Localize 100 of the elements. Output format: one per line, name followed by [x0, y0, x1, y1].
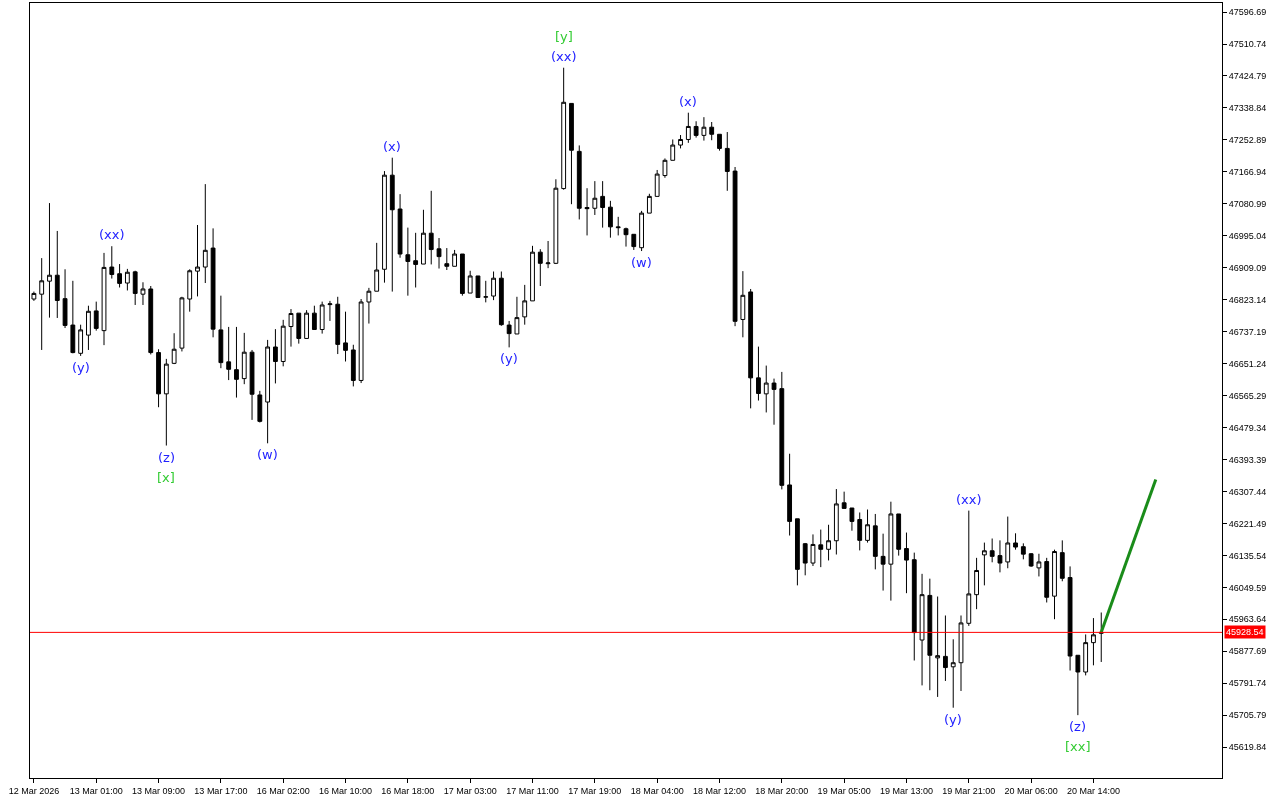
candlestick: [226, 326, 232, 381]
candlestick: [54, 230, 60, 319]
candlestick: [943, 614, 948, 682]
candlestick: [1005, 516, 1011, 569]
candlestick: [724, 131, 730, 192]
candlestick: [615, 216, 621, 236]
candlestick: [39, 257, 45, 351]
candlestick: [880, 533, 886, 592]
y-tick-label: 45791.74: [1228, 678, 1267, 689]
y-tick-label: 46737.19: [1228, 326, 1267, 337]
candlestick: [787, 453, 793, 537]
candlestick: [265, 339, 271, 444]
candlestick: [483, 280, 489, 303]
candlestick: [187, 268, 193, 313]
candlestick: [584, 187, 590, 236]
candlestick: [919, 573, 925, 686]
annotation: (x): [679, 94, 697, 109]
candlestick: [86, 305, 91, 351]
candlestick: [304, 309, 309, 339]
annotation: (w): [257, 447, 278, 462]
candlestick: [280, 319, 286, 367]
y-tick-label: 46393.39: [1228, 454, 1267, 465]
candlestick: [491, 271, 496, 301]
candlestick: [756, 346, 761, 402]
x-tick-label: 18 Mar 12:00: [692, 785, 747, 796]
candlestick: [428, 190, 434, 265]
y-tick-label: 45877.69: [1228, 646, 1267, 657]
candlestick: [530, 245, 535, 302]
candlestick: [678, 134, 683, 149]
candlestick: [311, 305, 317, 331]
candlestick: [62, 268, 68, 329]
candlestick: [444, 247, 450, 271]
candlestick: [109, 245, 115, 280]
candlestick: [935, 596, 941, 698]
x-tick-label: 13 Mar 01:00: [69, 785, 123, 796]
candlestick: [421, 209, 426, 265]
annotation: (xx): [956, 492, 982, 507]
x-tick-label: 13 Mar 17:00: [194, 785, 248, 796]
y-tick-label: 47252.89: [1228, 135, 1267, 146]
x-tick-label: 16 Mar 10:00: [319, 785, 373, 796]
candlestick: [249, 349, 255, 421]
candlestick: [989, 538, 995, 563]
candlestick: [389, 157, 395, 293]
x-tick-label: 19 Mar 13:00: [879, 785, 933, 796]
candlestick: [319, 301, 325, 335]
x-tick-label: 13 Mar 09:00: [132, 785, 186, 796]
candlestick: [405, 227, 411, 297]
y-tick-label: 45705.79: [1228, 710, 1267, 721]
x-tick-label: 18 Mar 20:00: [755, 785, 809, 796]
candlestick: [124, 268, 130, 291]
candlestick: [522, 284, 528, 326]
annotation: (x): [383, 139, 401, 154]
candlestick: [553, 178, 559, 265]
y-tick-label: 47080.99: [1228, 198, 1267, 209]
candlestick: [709, 121, 715, 141]
candlestick: [662, 157, 668, 179]
candlestick: [358, 298, 364, 384]
candlestick: [202, 183, 208, 284]
candlestick: [950, 638, 956, 709]
candlestick: [981, 542, 987, 586]
candlestick: [748, 288, 754, 409]
annotation: (xx): [551, 49, 577, 64]
candlestick: [639, 210, 644, 252]
candlestick: [997, 539, 1003, 573]
candlestick: [693, 120, 699, 139]
candlestick: [498, 271, 504, 327]
candlestick: [576, 144, 582, 220]
candlestick: [132, 270, 138, 306]
candlestick: [218, 295, 224, 369]
y-tick-label: 47166.94: [1228, 167, 1267, 178]
candlestick: [467, 270, 473, 294]
candlestick: [927, 578, 933, 691]
y-tick-label: 45963.64: [1228, 614, 1267, 625]
annotation: (w): [631, 255, 652, 270]
y-tick-label: 46565.29: [1228, 390, 1267, 401]
candlestick: [732, 166, 738, 327]
candlestick: [600, 180, 606, 229]
candlestick: [397, 193, 403, 259]
x-tick-label: 16 Mar 02:00: [256, 785, 310, 796]
candlestick: [810, 533, 816, 567]
candlestick: [841, 491, 847, 509]
candlestick: [826, 524, 831, 561]
candlestick: [537, 248, 543, 287]
candlestick: [685, 112, 691, 144]
candlestick: [958, 614, 964, 692]
annotation: (z): [158, 450, 175, 465]
candlestick: [195, 224, 200, 297]
candlestick: [413, 232, 419, 288]
y-tick-label: 46909.09: [1228, 262, 1267, 273]
x-tick-label: 12 Mar 2026: [8, 785, 60, 796]
candlestick: [156, 348, 161, 408]
candlestick: [701, 116, 707, 142]
candlestick: [763, 365, 769, 413]
y-tick-label: 46307.44: [1228, 486, 1267, 497]
annotation: (y): [944, 712, 962, 727]
annotation: [xx]: [1065, 739, 1091, 754]
y-tick-label: 47510.74: [1228, 39, 1267, 50]
candlestick: [257, 390, 263, 423]
candlestick: [78, 324, 84, 357]
candlestick: [163, 358, 169, 447]
